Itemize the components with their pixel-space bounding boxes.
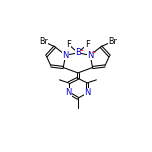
Text: F: F [85, 40, 90, 49]
Text: N: N [62, 51, 69, 60]
Text: N: N [87, 51, 93, 60]
Text: B: B [75, 48, 81, 57]
Text: F: F [66, 40, 71, 49]
Text: +: + [91, 50, 96, 55]
Text: N: N [66, 88, 72, 97]
Text: Br: Br [108, 37, 117, 46]
Text: −: − [78, 47, 84, 52]
Text: Br: Br [39, 37, 48, 46]
Text: N: N [84, 88, 90, 97]
